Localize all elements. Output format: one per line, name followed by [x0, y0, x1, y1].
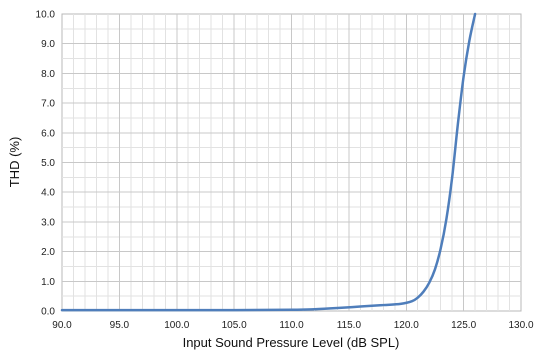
y-tick-label: 7.0 [41, 99, 55, 110]
y-axis-title: THD (%) [7, 137, 22, 188]
x-tick-label: 115.0 [337, 320, 362, 331]
y-tick-labels: 0.0 1.0 2.0 3.0 4.0 5.0 6.0 7.0 8.0 9.0 10.0 [36, 10, 56, 318]
x-axis-title: Input Sound Pressure Level (dB SPL) [183, 335, 400, 350]
y-tick-label: 4.0 [41, 188, 55, 199]
y-tick-label: 9.0 [41, 39, 55, 50]
x-tick-labels: 90.0 95.0 100.0 105.0 110.0 115.0 120.0 125.0 13… [52, 320, 534, 331]
y-tick-label: 8.0 [41, 69, 55, 80]
y-tick-label: 2.0 [41, 247, 55, 258]
major-grid [62, 14, 521, 311]
thd-series-line [60, 12, 477, 312]
x-tick-label: 105.0 [222, 320, 247, 331]
x-tick-label: 95.0 [110, 320, 130, 331]
x-tick-label: 110.0 [279, 320, 304, 331]
x-tick-label: 125.0 [451, 320, 476, 331]
x-tick-label: 130.0 [508, 320, 533, 331]
y-tick-label: 6.0 [41, 128, 55, 139]
x-tick-label: 90.0 [52, 320, 72, 331]
y-tick-label: 5.0 [41, 158, 55, 169]
y-tick-label: 1.0 [41, 277, 55, 288]
y-tick-label: 0.0 [41, 307, 55, 318]
series-group [60, 12, 477, 312]
x-tick-label: 120.0 [394, 320, 419, 331]
y-tick-label: 10.0 [36, 10, 56, 21]
x-tick-label: 100.0 [164, 320, 189, 331]
y-tick-label: 3.0 [41, 217, 55, 228]
